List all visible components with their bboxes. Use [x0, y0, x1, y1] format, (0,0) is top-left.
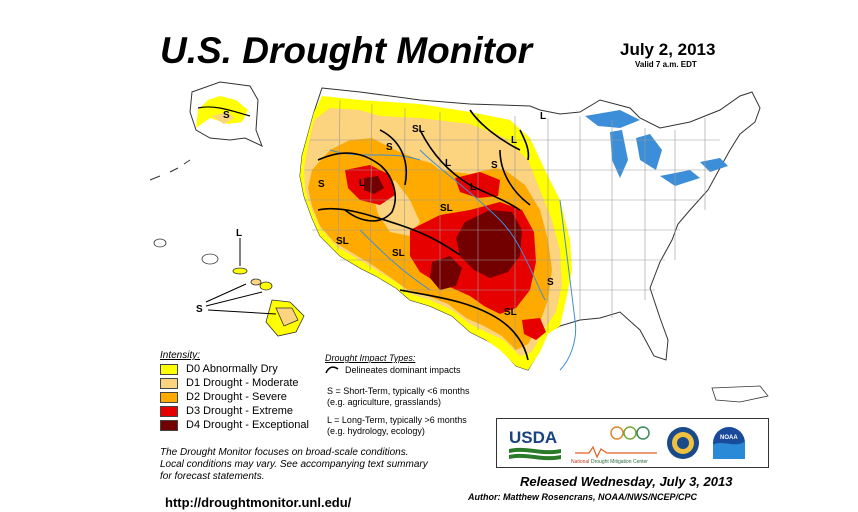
impact-short-term-1: S = Short-Term, typically <6 months	[327, 386, 470, 396]
author-credit: Author: Matthew Rosencrans, NOAA/NWS/NCE…	[468, 492, 698, 502]
svg-text:Drought Mitigation Center: Drought Mitigation Center	[591, 459, 648, 465]
label-sl-2: SL	[336, 236, 349, 247]
label-hawaii-l: L	[236, 228, 242, 239]
note-line-2: Local conditions may vary. See accompany…	[160, 459, 428, 470]
svg-text:USDA: USDA	[509, 428, 557, 447]
legend-label-d4: D4 Drought - Exceptional	[186, 419, 309, 431]
label-s-4: S	[547, 277, 554, 288]
impact-short-term-2: (e.g. agriculture, grasslands)	[327, 397, 442, 407]
label-s-2: S	[318, 179, 325, 190]
d4-region	[364, 176, 522, 290]
label-sl-5: SL	[504, 307, 517, 318]
legend-item-d1: D1 Drought - Moderate	[160, 376, 309, 390]
great-lakes	[585, 110, 728, 186]
alaska-d0	[196, 96, 248, 128]
hawaii-islands	[153, 238, 305, 337]
label-l-1: L	[511, 135, 517, 146]
note-line-1: The Drought Monitor focuses on broad-sca…	[160, 447, 409, 458]
legend-item-d3: D3 Drought - Extreme	[160, 404, 309, 418]
disclaimer-note: The Drought Monitor focuses on broad-sca…	[160, 447, 428, 483]
impact-long-term-1: L = Long-Term, typically >6 months	[327, 415, 467, 425]
impact-delineates-label: Delineates dominant impacts	[345, 365, 461, 375]
label-l-2: L	[445, 158, 451, 169]
d3-region	[345, 165, 546, 340]
commerce-seal	[667, 427, 699, 459]
label-l-5: L	[470, 182, 476, 193]
label-sl-4: SL	[440, 203, 453, 214]
website-link[interactable]: http://droughtmonitor.unl.edu/	[165, 495, 352, 510]
state-lines	[304, 99, 720, 350]
valid-time: Valid 7 a.m. EDT	[635, 60, 697, 69]
alaska-boundary	[197, 106, 251, 117]
impact-delineates: Delineates dominant impacts	[325, 365, 461, 375]
puerto-rico	[711, 385, 769, 403]
map-labels: S L S SL SL SL SL SL S S S S L L L L L	[196, 110, 554, 318]
svg-text:National: National	[571, 459, 589, 465]
swatch-d1	[160, 377, 178, 389]
noaa-logo: NOAA	[713, 427, 745, 459]
swatch-d0	[160, 363, 178, 375]
logos-svg: USDA National Drought Mitigation Center …	[509, 426, 745, 465]
map-date: July 2, 2013	[620, 40, 716, 59]
label-alaska-s: S	[223, 110, 230, 121]
boundary-line-icon	[325, 366, 339, 374]
label-sl-3: SL	[392, 248, 405, 259]
ndmc-logo: National Drought Mitigation Center	[571, 426, 657, 465]
label-sl-1: SL	[412, 124, 425, 135]
usda-logo: USDA	[509, 428, 561, 461]
note-line-3: for forecast statements.	[160, 471, 265, 482]
impact-long-term-2: (e.g. hydrology, ecology)	[327, 426, 425, 436]
aleutians	[149, 159, 191, 181]
legend-item-d2: D2 Drought - Severe	[160, 390, 309, 404]
legend-label-d0: D0 Abnormally Dry	[186, 363, 278, 375]
legend-label-d2: D2 Drought - Severe	[186, 391, 287, 403]
swatch-d2	[160, 391, 178, 403]
legend-item-d4: D4 Drought - Exceptional	[160, 418, 309, 432]
legend: D0 Abnormally Dry D1 Drought - Moderate …	[160, 362, 309, 432]
legend-item-d0: D0 Abnormally Dry	[160, 362, 309, 376]
legend-label-d1: D1 Drought - Moderate	[186, 377, 299, 389]
label-s-1: S	[386, 142, 393, 153]
swatch-d3	[160, 405, 178, 417]
label-l-3: L	[540, 111, 546, 122]
legend-label-d3: D3 Drought - Extreme	[186, 405, 293, 417]
hawaii-pointers	[205, 238, 277, 315]
legend-title: Intensity:	[160, 350, 201, 361]
label-s-3: S	[491, 160, 498, 171]
impact-title: Drought Impact Types:	[325, 353, 416, 363]
label-hawaii-s: S	[196, 304, 203, 315]
partner-logos: USDA National Drought Mitigation Center …	[496, 418, 769, 468]
release-date: Released Wednesday, July 3, 2013	[520, 474, 733, 489]
swatch-d4	[160, 419, 178, 431]
label-l-4: L	[359, 178, 365, 189]
alaska-d1	[212, 112, 234, 124]
svg-text:NOAA: NOAA	[720, 435, 738, 441]
map-title: U.S. Drought Monitor	[160, 30, 532, 71]
impact-boundaries	[317, 109, 531, 361]
